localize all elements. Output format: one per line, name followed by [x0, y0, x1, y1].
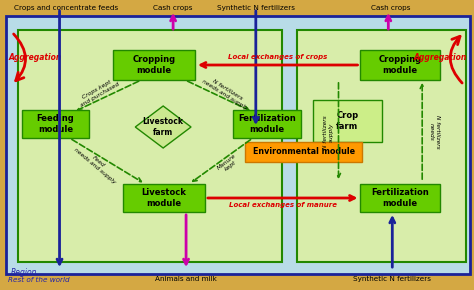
Text: Feeding
module: Feeding module	[36, 114, 74, 134]
Text: Rest of the world: Rest of the world	[8, 277, 69, 283]
FancyBboxPatch shape	[18, 30, 282, 262]
Text: Synthetic N fertilizers: Synthetic N fertilizers	[217, 5, 295, 11]
Text: Crops kept
and purchased: Crops kept and purchased	[76, 76, 120, 108]
Text: Animals and milk: Animals and milk	[155, 276, 217, 282]
Text: Synthetic N fertilizers: Synthetic N fertilizers	[353, 276, 431, 282]
FancyArrowPatch shape	[450, 36, 462, 83]
Text: Manure
kept: Manure kept	[217, 153, 241, 175]
FancyBboxPatch shape	[22, 110, 90, 138]
Text: Crops and concentrate feeds: Crops and concentrate feeds	[14, 5, 118, 11]
FancyBboxPatch shape	[6, 16, 470, 274]
Text: Cash crops: Cash crops	[371, 5, 410, 11]
Text: Cash crops: Cash crops	[154, 5, 193, 11]
FancyBboxPatch shape	[360, 184, 440, 212]
FancyBboxPatch shape	[312, 100, 383, 142]
Text: Feed
needs and supply: Feed needs and supply	[73, 143, 120, 185]
FancyBboxPatch shape	[123, 184, 205, 212]
Text: Environmental module: Environmental module	[253, 148, 355, 157]
Text: Local exchanges of crops: Local exchanges of crops	[228, 54, 328, 60]
Text: Cropping
module: Cropping module	[379, 55, 422, 75]
Text: Region: Region	[11, 268, 37, 277]
Text: Livestock
farm: Livestock farm	[143, 117, 183, 137]
FancyBboxPatch shape	[245, 142, 363, 162]
FancyBboxPatch shape	[360, 50, 440, 80]
Text: Fertilization
module: Fertilization module	[238, 114, 296, 134]
Text: N fertilizers
needs and supply: N fertilizers needs and supply	[201, 73, 251, 110]
Text: Local exchanges of manure: Local exchanges of manure	[229, 202, 337, 208]
Polygon shape	[135, 106, 191, 148]
Text: Aggregation: Aggregation	[414, 53, 467, 63]
Text: N fertilizers
needs: N fertilizers needs	[429, 115, 439, 149]
Text: Crop
farm: Crop farm	[337, 111, 359, 131]
Text: Fertilization
module: Fertilization module	[372, 188, 429, 208]
FancyBboxPatch shape	[233, 110, 301, 138]
FancyBboxPatch shape	[113, 50, 195, 80]
Text: Livestock
module: Livestock module	[142, 188, 187, 208]
Text: N fertilizers
supply: N fertilizers supply	[323, 115, 334, 149]
Text: Aggregation: Aggregation	[9, 53, 62, 63]
FancyArrowPatch shape	[14, 34, 26, 81]
FancyBboxPatch shape	[297, 30, 466, 262]
Text: Cropping
module: Cropping module	[133, 55, 176, 75]
